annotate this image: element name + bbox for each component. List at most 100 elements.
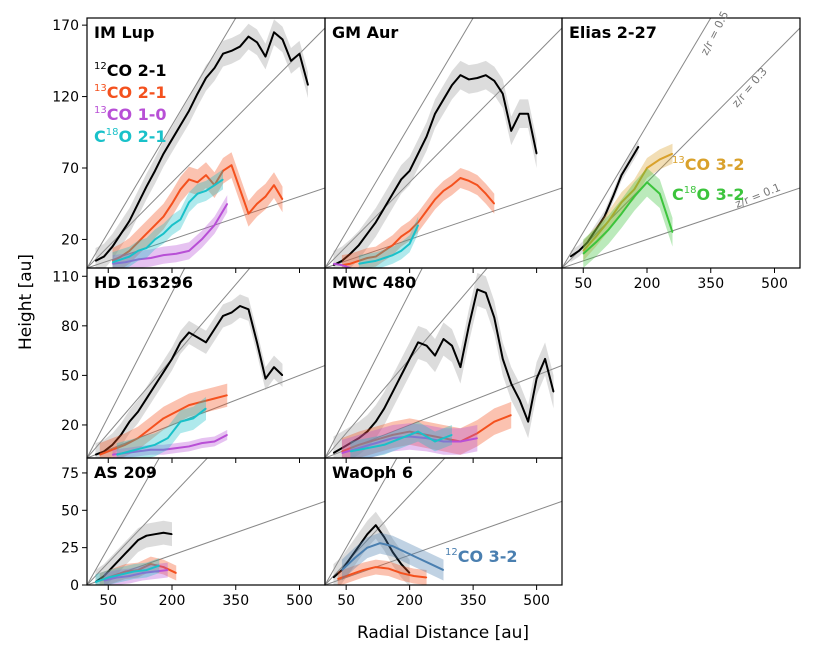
gm-aur-13co-2-1-point [375, 255, 377, 258]
im-lup-13co-1-0-point [201, 238, 203, 241]
im-lup-guide-1 [87, 27, 325, 268]
as-209-c18o-2-1-point [120, 573, 122, 576]
im-lup-13co-2-1-point [120, 255, 122, 258]
gm-aur-c18o-2-1-line [358, 224, 420, 265]
im-lup-plot-area [87, 18, 325, 268]
gm-aur-12co-2-1-point [341, 260, 343, 262]
im-lup-12co-2-1-point [247, 35, 250, 38]
gm-aur-guide-1 [325, 27, 562, 268]
hd-163296-12co-2-1-point [256, 341, 258, 343]
elias-2-27-12co-2-1-point [620, 174, 623, 176]
mwc-480-13co-2-1-point [392, 434, 394, 436]
elias-2-27-c18o-3-2-band [583, 168, 673, 268]
im-lup-13co-1-0-point [213, 224, 216, 226]
im-lup-12co-2-1-point [120, 233, 122, 235]
hd-163296-13co-2-1-point [150, 427, 152, 429]
im-lup-c18o-2-1-point [137, 250, 139, 252]
elias-2-27-xtick-label: 50 [574, 276, 592, 292]
hd-163296-12co-2-1-point [94, 454, 97, 456]
im-lup-13co-2-1-point [222, 170, 224, 172]
waoph-6-13co-2-1-point [400, 572, 402, 574]
im-lup-13co-2-1-point [188, 178, 190, 181]
im-lup-12co-2-1-point [137, 203, 139, 205]
im-lup-13co-2-1-point [239, 188, 241, 191]
elias-2-27-13co-3-2-point [671, 153, 674, 155]
mwc-480-12co-2-1-point [383, 407, 385, 410]
as-209-12co-2-1-band [95, 520, 172, 585]
im-lup-12co-2-1-point [230, 50, 233, 52]
im-lup-13co-2-1-point [205, 174, 207, 176]
y-axis-label: Height [au] [16, 254, 36, 350]
mwc-480-12co-2-1-point [434, 354, 436, 357]
as-209-13co-1-0-point [103, 579, 105, 582]
hd-163296-13co-2-1-point [99, 454, 101, 456]
as-209-12co-2-1-point [103, 575, 105, 577]
hd-163296-13co-2-1-point [213, 397, 216, 400]
elias-2-27-c18o-3-2-line [582, 181, 674, 255]
hd-163296-12co-2-1-point [154, 384, 156, 386]
im-lup-c18o-2-1-point [179, 218, 182, 221]
hd-163296-guide-2 [87, 365, 325, 458]
as-209-xtick-label: 200 [159, 593, 186, 609]
mwc-480-12co-2-1-point [366, 430, 368, 433]
gm-aur-c18o-2-1-point [366, 261, 368, 263]
as-209-12co-2-1-line [94, 531, 173, 583]
mwc-480-13co-2-1-point [510, 414, 512, 416]
waoph-6-12co-3-2-point [392, 545, 394, 547]
im-lup-13co-2-1-point [128, 250, 131, 252]
elias-2-27-13co-3-2-point [608, 220, 610, 222]
hd-163296-c18o-2-1-point [179, 421, 182, 423]
elias-2-27-guide-0 [562, 18, 712, 268]
hd-163296-12co-2-1-point [188, 331, 190, 334]
gm-aur-12co-2-1-point [349, 253, 351, 255]
gm-aur-13co-2-1-band [341, 168, 495, 268]
mwc-480-c18o-2-1-point [383, 444, 385, 446]
as-209-13co-1-0-point [141, 572, 143, 574]
im-lup-12co-2-1-point [264, 55, 267, 58]
as-209-c18o-2-1-line [95, 564, 160, 583]
as-209-13co-2-1-point [150, 563, 152, 565]
hd-163296-12co-2-1-point [205, 341, 207, 343]
gm-aur-c18o-2-1-point [375, 260, 377, 262]
elias-2-27-guide-2 [562, 187, 800, 268]
gm-aur-12co-2-1-point [451, 84, 453, 86]
hd-163296-title: HD 163296 [94, 273, 193, 292]
gm-aur-12co-2-1-point [468, 78, 470, 81]
im-lup-legend-co13_21: 13CO 2-1 [94, 83, 167, 102]
im-lup-12co-2-1-point [298, 53, 301, 55]
as-209-xtick-label: 350 [222, 593, 249, 609]
waoph-6-guide-0 [325, 458, 398, 585]
elias-2-27-12co-2-1-point [578, 250, 580, 252]
waoph-6-13co-2-1-line [337, 566, 427, 580]
elias-2-27-12co-2-1-point [629, 160, 631, 162]
mwc-480-12co-2-1-point [544, 358, 546, 360]
mwc-480-13co-1-0-point [442, 440, 445, 443]
elias-2-27-c18o-3-2-point [633, 195, 635, 198]
mwc-480-12co-2-1-point [358, 437, 360, 439]
waoph-6-12co-3-2-point [341, 569, 343, 571]
hd-163296-ytick-label: 20 [61, 418, 79, 434]
waoph-6-12co-3-2-point [430, 563, 432, 565]
elias-2-27-13co-3-2-point [620, 201, 623, 203]
mwc-480-12co-2-1-point [332, 452, 335, 454]
gm-aur-12co-2-1-point [510, 130, 512, 132]
mwc-480-13co-2-1-point [341, 450, 343, 452]
panel-im-lup: 20 70 120 170 IM Lup 12CO 2-1 13CO 2-1 13CO 1-0… [52, 17, 326, 273]
im-lup-12co-2-1-line [95, 31, 309, 262]
im-lup-ytick-label: 70 [61, 161, 79, 177]
hd-163296-12co-2-1-point [230, 312, 233, 314]
as-209-guide-0 [87, 458, 160, 585]
gm-aur-12co-2-1-point [425, 135, 428, 138]
hd-163296-12co-2-1-point [145, 397, 148, 400]
elias-2-27-xtick-label: 200 [634, 276, 661, 292]
waoph-6-12co-3-2-point [366, 547, 368, 549]
elias-2-27-title: Elias 2-27 [569, 23, 657, 42]
im-lup-legend-co13_10: 13CO 1-0 [94, 105, 167, 124]
hd-163296-guide-1 [87, 268, 251, 458]
as-209-13co-1-0-point [128, 575, 131, 577]
gm-aur-12co-2-1-point [366, 233, 368, 235]
gm-aur-13co-2-1-point [417, 221, 419, 223]
gm-aur-12co-2-1-point [442, 98, 445, 101]
